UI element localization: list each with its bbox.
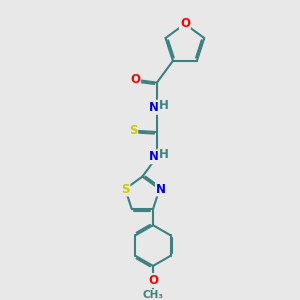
- Text: O: O: [180, 17, 190, 31]
- Text: H: H: [158, 98, 168, 112]
- Text: H: H: [158, 148, 168, 161]
- Text: S: S: [129, 124, 137, 137]
- Text: CH₃: CH₃: [142, 290, 164, 300]
- Text: N: N: [156, 182, 166, 196]
- Text: N: N: [149, 150, 159, 163]
- Text: N: N: [149, 101, 159, 114]
- Text: S: S: [121, 182, 130, 196]
- Text: O: O: [130, 73, 140, 86]
- Text: O: O: [148, 274, 158, 287]
